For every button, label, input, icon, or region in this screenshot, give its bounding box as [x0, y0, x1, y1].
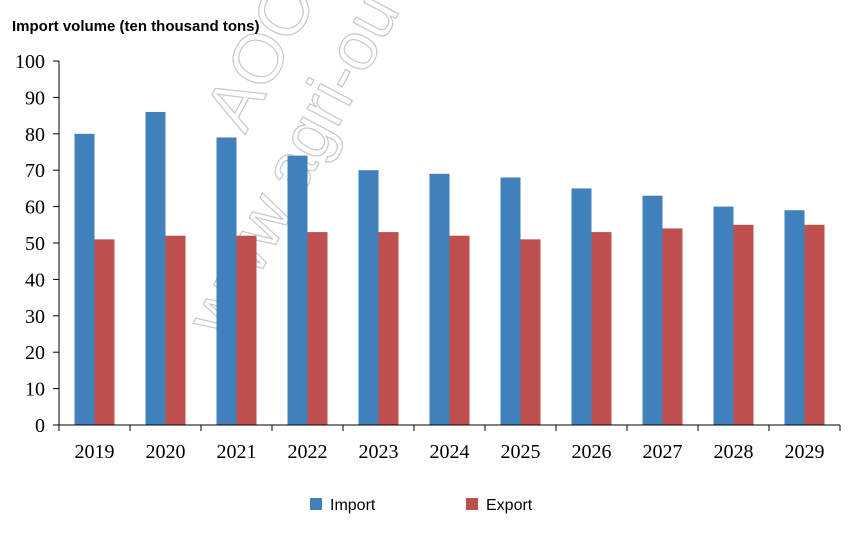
x-tick-label: 2020 — [146, 441, 186, 463]
y-tick-label: 100 — [15, 51, 45, 73]
bar-import-2023 — [358, 170, 379, 425]
bar-import-2029 — [784, 210, 805, 425]
bar-export-2029 — [804, 224, 825, 425]
x-tick-label: 2022 — [288, 441, 328, 463]
bar-import-2020 — [145, 111, 166, 426]
legend-label-import: Import — [330, 497, 376, 514]
bar-export-2020 — [165, 235, 186, 425]
bar-import-2019 — [74, 133, 95, 426]
bar-export-2024 — [449, 235, 470, 425]
x-tick-label: 2021 — [217, 441, 257, 463]
x-tick-label: 2027 — [643, 441, 683, 463]
bar-import-2027 — [642, 195, 663, 425]
y-tick-label: 90 — [25, 87, 45, 109]
bar-export-2028 — [733, 224, 754, 425]
y-tick-label: 20 — [25, 342, 45, 364]
y-tick-label: 30 — [25, 306, 45, 328]
y-tick-label: 10 — [25, 379, 45, 401]
axes: 0 10 20 30 40 50 60 70 80 90 100 2019 2020 2021 2022 20… — [15, 51, 841, 463]
legend-swatch-import — [310, 498, 322, 510]
bar-import-2021 — [216, 137, 237, 425]
bar-export-2025 — [520, 239, 541, 425]
legend-label-export: Export — [486, 497, 533, 514]
legend-swatch-export — [466, 498, 478, 510]
bar-import-2025 — [500, 177, 521, 425]
bar-import-2022 — [287, 155, 308, 425]
bar-export-2019 — [94, 239, 115, 425]
bar-export-2027 — [662, 228, 683, 425]
bar-import-2026 — [571, 188, 592, 425]
x-tick-label: 2029 — [785, 441, 825, 463]
y-tick-label: 70 — [25, 160, 45, 182]
x-tick-label: 2026 — [572, 441, 612, 463]
bar-export-2026 — [591, 232, 612, 425]
bar-export-2023 — [378, 232, 399, 425]
bar-import-2028 — [713, 206, 734, 425]
x-tick-label: 2025 — [501, 441, 541, 463]
bar-import-2024 — [429, 173, 450, 425]
bars — [74, 111, 825, 426]
x-tick-label: 2019 — [75, 441, 115, 463]
x-tick-label: 2023 — [359, 441, 399, 463]
bar-export-2022 — [307, 232, 328, 425]
y-tick-label: 0 — [35, 415, 45, 437]
y-tick-label: 80 — [25, 124, 45, 146]
chart-title: Import volume (ten thousand tons) — [12, 18, 260, 35]
bar-export-2021 — [236, 235, 257, 425]
x-tick-label: 2028 — [714, 441, 754, 463]
x-tick-label: 2024 — [430, 441, 470, 463]
y-tick-label: 50 — [25, 233, 45, 255]
y-tick-label: 40 — [25, 269, 45, 291]
y-tick-label: 60 — [25, 197, 45, 219]
legend: Import Export — [310, 497, 533, 514]
